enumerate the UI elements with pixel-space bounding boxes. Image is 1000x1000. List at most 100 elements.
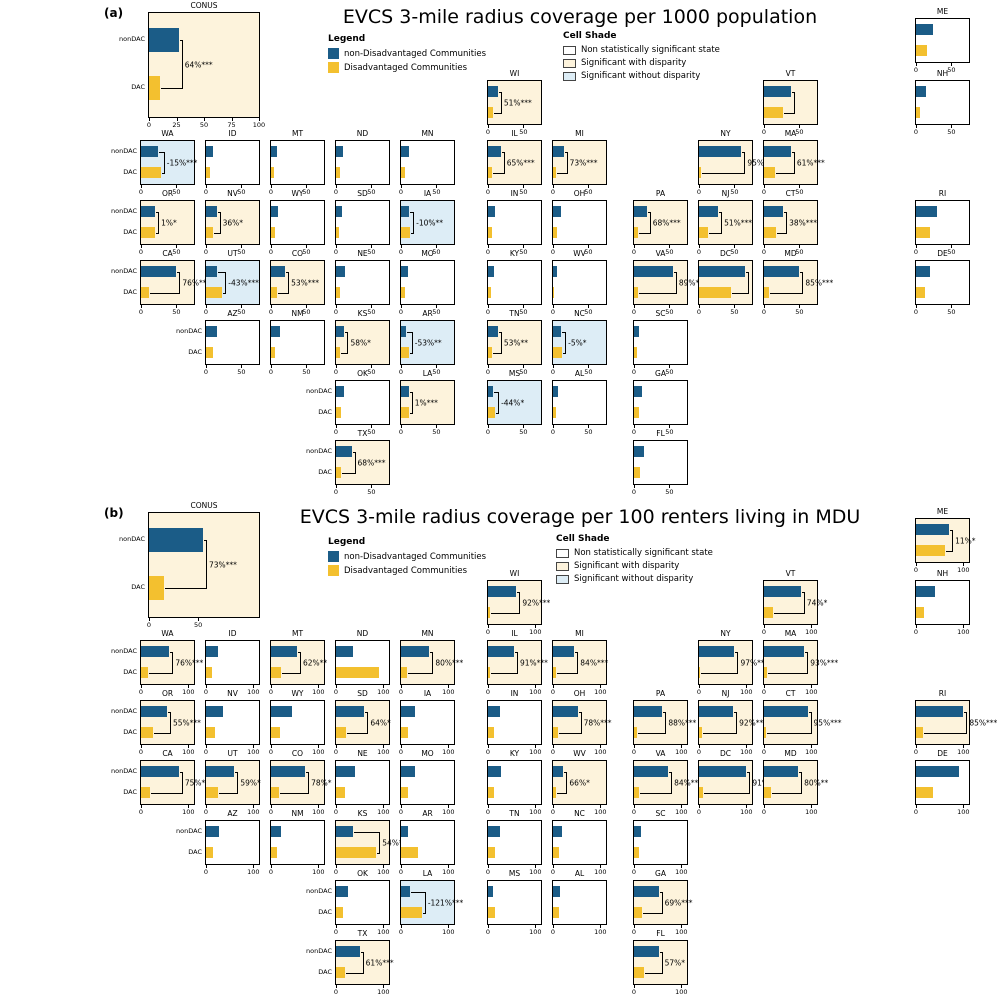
bracket-line [950,529,953,531]
bar-dac [764,607,774,618]
shade-label: Significant with disparity [574,561,680,571]
bar-nondac [764,86,791,97]
shade-label: Non statistically significant state [581,45,720,55]
bar-nondac [488,886,493,897]
x-tick-label: 0 [485,308,491,316]
bar-nondac [553,386,558,397]
chart-label: NH [936,569,949,578]
chart-label: OR [161,689,174,698]
x-tick-label: 50 [302,248,311,256]
disparity-annotation: 51%*** [503,97,532,107]
chart-label: WY [291,189,304,198]
x-tick-label: 100 [529,928,542,936]
chart-label: SD [357,189,368,198]
disparity-annotation: 97%*** [740,657,769,667]
bar-dac [634,787,640,798]
chart-label: CONUS [190,1,218,10]
bar-dac [553,227,558,238]
x-tick-mark [523,425,525,428]
chart-label: TX [357,929,368,938]
bar-dac [699,227,709,238]
x-tick-mark [588,365,590,368]
bar-nondac [699,646,735,657]
bar-nondac [149,28,179,52]
bar-dac [553,787,557,798]
bar-dac [634,467,640,478]
chart-label: NC [574,809,585,818]
disparity-annotation: 57%* [664,957,686,967]
x-tick-label: 100 [529,808,542,816]
y-label-dac: DAC [123,287,137,296]
x-tick-mark [963,625,965,628]
x-tick-mark [553,865,554,868]
chart-label: MD [784,249,797,258]
x-tick-label: 0 [550,248,556,256]
bracket-line [709,232,722,234]
bar-nondac [271,826,282,837]
chart-area [552,260,607,305]
state-chart-ar: AR 0 100 [399,810,455,875]
bracket-line [562,331,566,333]
x-tick-mark [916,63,917,66]
bracket-line [719,211,722,213]
chart-label: VA [655,249,666,258]
x-tick-label: 0 [485,628,491,636]
x-tick-mark [383,925,385,928]
x-tick-mark [916,245,917,248]
chart-label: CA [162,249,173,258]
x-tick-mark [699,245,700,248]
bracket-line [802,271,804,294]
x-tick-label: 0 [761,128,767,136]
bar-nondac [336,886,348,897]
bar-dac [699,787,704,798]
disparity-annotation: 74%* [806,597,828,607]
x-tick-mark [206,305,207,308]
chart-area [400,140,455,185]
chart-label: VT [785,69,796,78]
x-tick-label: 0 [696,808,702,816]
bar-dac [336,227,339,238]
x-tick-mark [448,685,450,688]
chart-label: SD [357,689,368,698]
legend-panel-a: Legend non-Disadvantaged Communities Dis… [328,34,486,76]
x-tick-mark [746,805,748,808]
bracket-line [493,391,499,393]
x-tick-mark [436,365,438,368]
bracket-line [500,91,502,114]
x-tick-label: 0 [333,188,339,196]
x-tick-mark [535,625,537,628]
bracket-line [345,331,348,333]
bar-dac [141,787,151,798]
bar-nondac [488,86,498,97]
bracket-line [214,232,220,234]
bracket-line [721,211,723,234]
chart-label: MO [421,249,434,258]
state-chart-ky: KY 0 50 [486,250,542,315]
bar-nondac [916,24,933,35]
x-tick-mark [141,745,142,748]
disparity-annotation: 53%** [503,337,529,347]
state-chart-ks: KS 54%* 0 100 [334,810,403,875]
x-tick-label: 100 [529,868,542,876]
y-label-nondac: nonDAC [306,446,332,455]
y-label-dac: DAC [188,347,202,356]
bar-nondac [764,206,784,217]
x-tick-label: 0 [138,308,144,316]
x-tick-mark [488,625,489,628]
x-tick-mark [734,185,736,188]
bar-dac [206,667,212,678]
x-tick-mark [401,745,402,748]
bracket-line [377,852,380,854]
chart-label: MS [508,869,521,878]
x-tick-label: 50 [367,308,376,316]
chart-label: RI [938,189,947,198]
bar-nondac [553,886,561,897]
bracket-line [218,271,226,273]
state-chart-vt: VT 0 50 [762,70,818,135]
x-tick-mark [336,985,337,988]
chart-label: LA [422,369,433,378]
bar-dac [916,787,933,798]
bar-nondac [401,706,416,717]
chart-label: NE [357,249,368,258]
bar-nondac [206,646,218,657]
